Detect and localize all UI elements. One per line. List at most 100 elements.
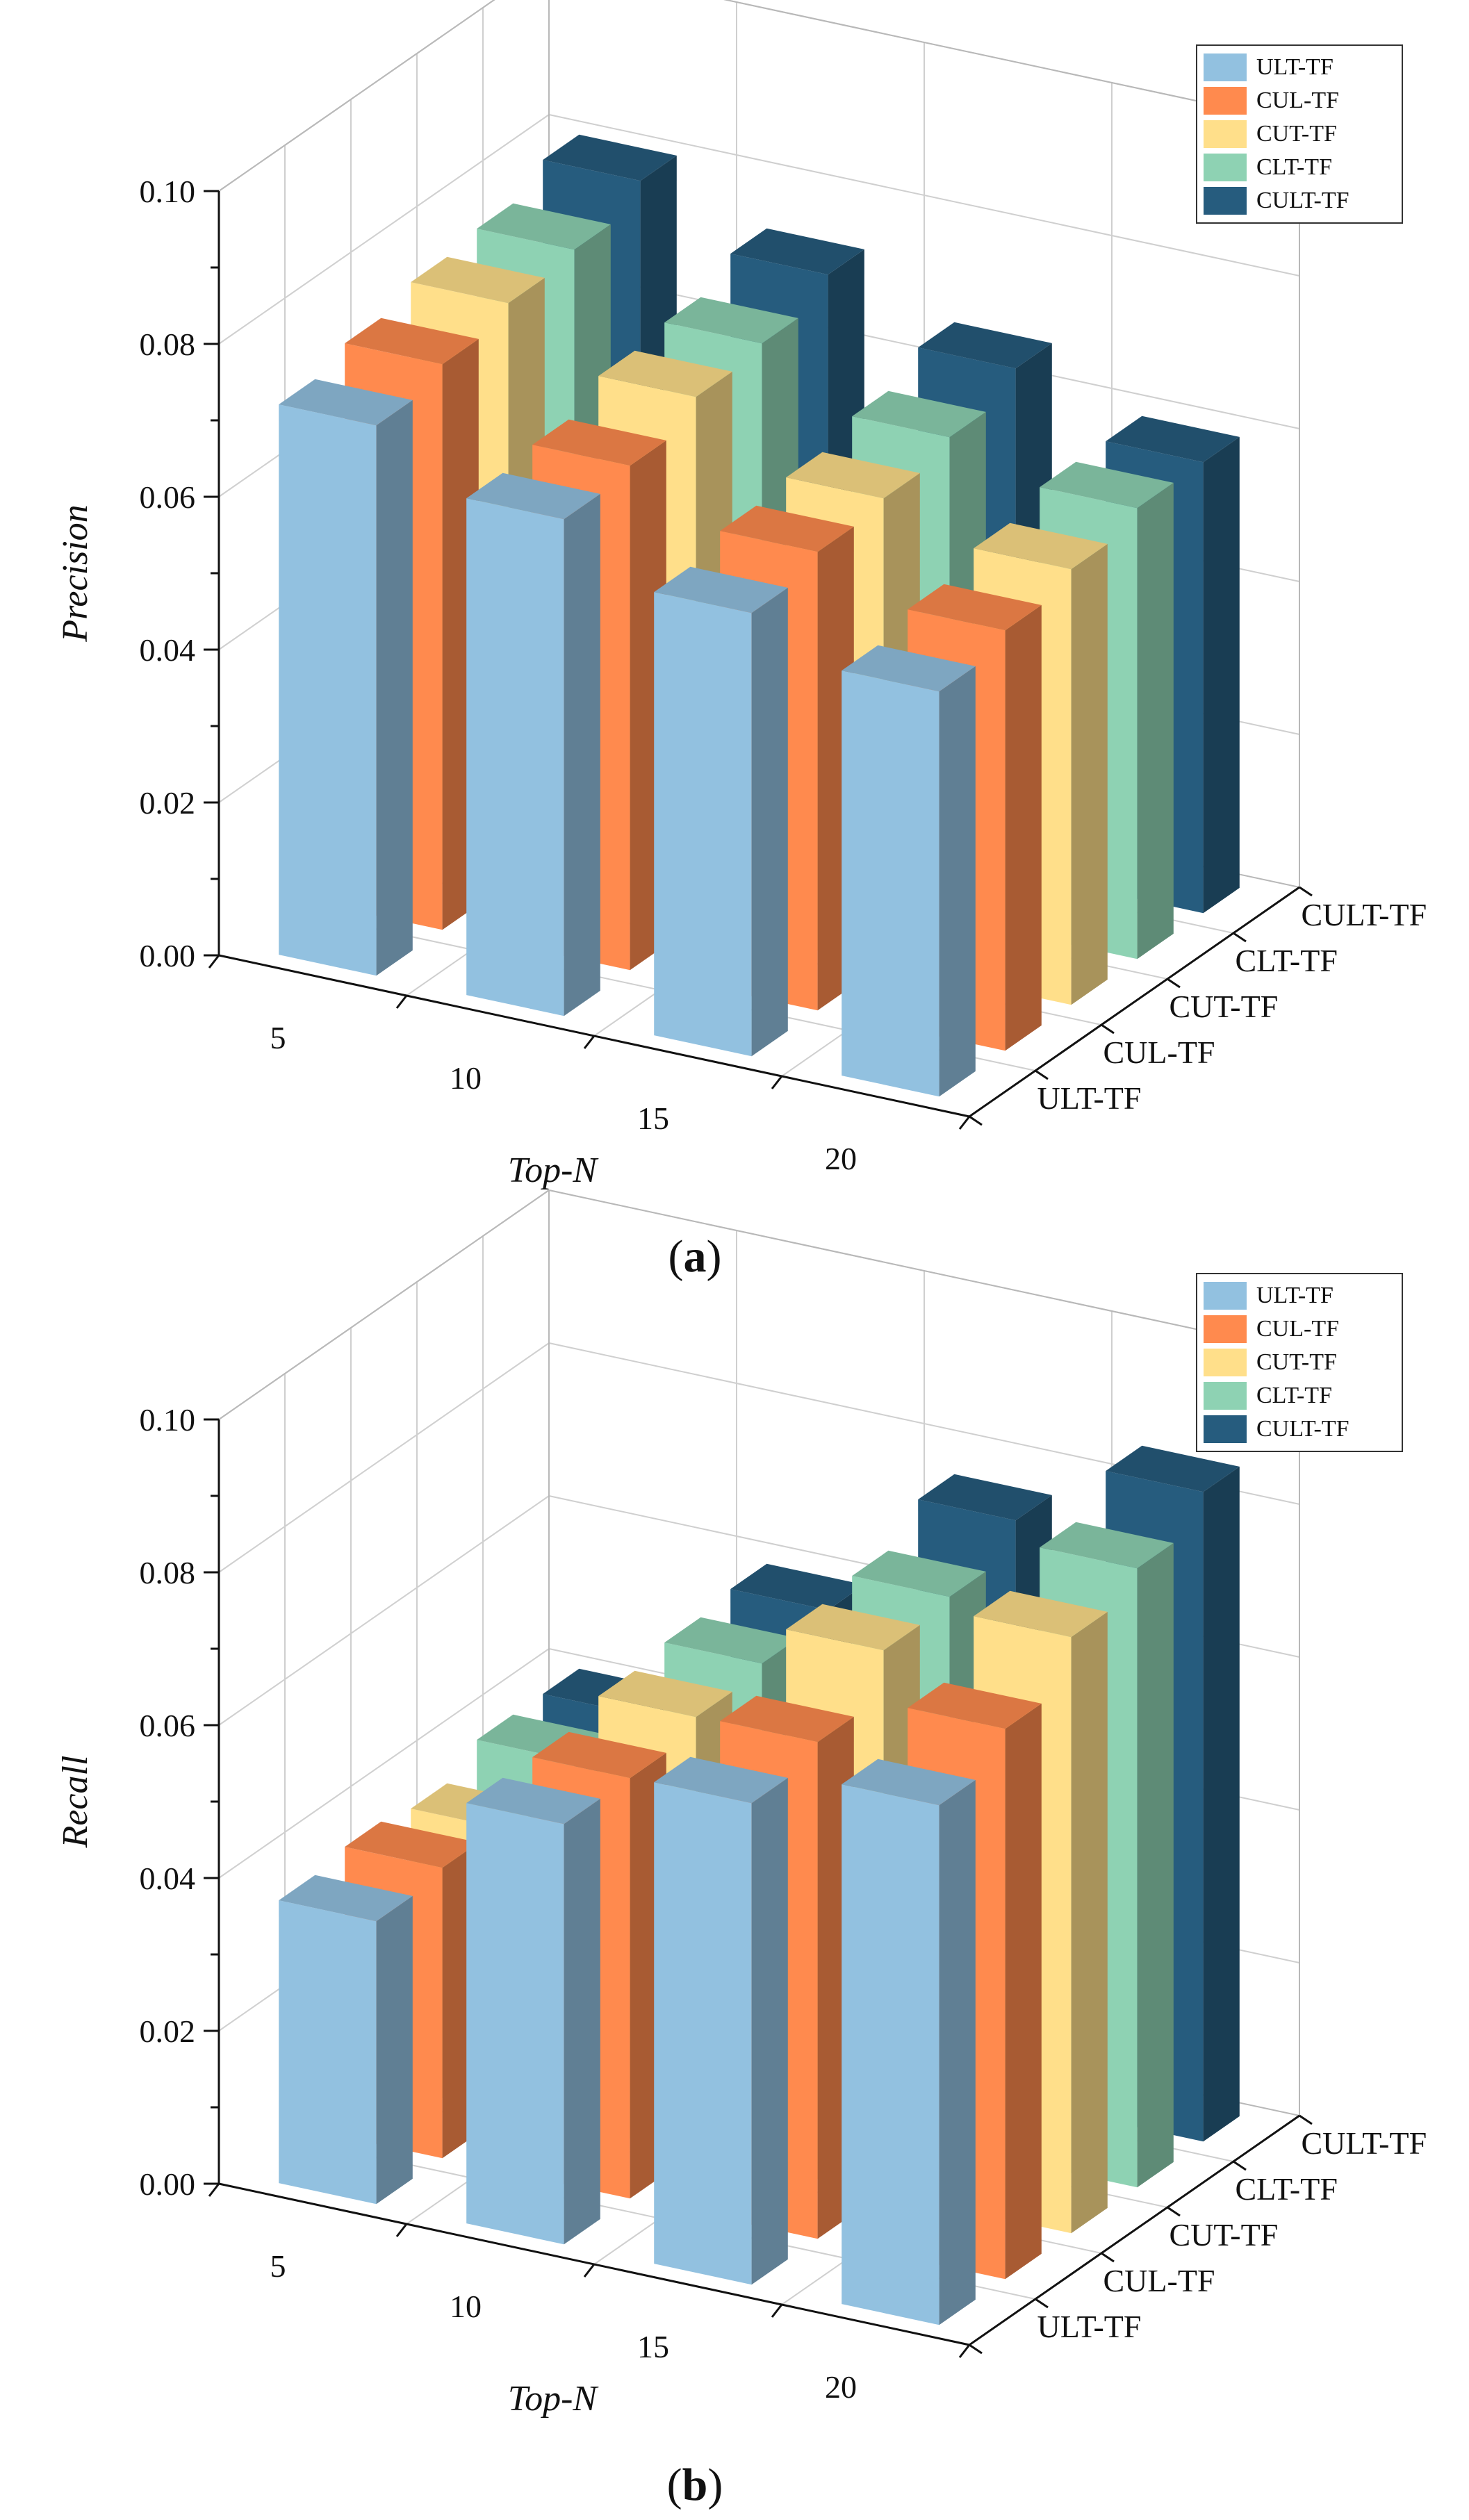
bar-top-face [720, 1695, 854, 1743]
x-tick [583, 1035, 596, 1049]
bar-top-face [543, 134, 677, 181]
z-axis-line [969, 886, 1300, 1118]
legend-label: CULT-TF [1256, 188, 1349, 213]
z-tick-label: CUT-TF [1170, 2217, 1279, 2253]
bar-side-face [564, 1798, 600, 2245]
bar-top-face [852, 390, 986, 438]
z-tick [969, 1115, 983, 1126]
x-tick [208, 955, 220, 969]
legend-label: CUL-TF [1256, 88, 1339, 113]
z-tick [1299, 2114, 1313, 2125]
x-tick-label: 15 [637, 1101, 669, 1136]
legend-swatch [1204, 87, 1247, 115]
bar-side-face [1071, 1611, 1108, 2234]
axes: 0.00 0.02 0.04 0.06 0.08 0.10 Recall 5 10 15 20 Top… [56, 1402, 1427, 2419]
panel-b: 0.00 0.02 0.04 0.06 0.08 0.10 Recall 5 10 15 20 Top… [56, 1189, 1427, 2510]
legend: ULT-TF CUL-TF CUT-TF CLT-TF CULT-TF [1196, 1273, 1403, 1452]
bar-side-face [376, 1895, 413, 2205]
bar-side-face [751, 1777, 788, 2285]
bar-side-face [1137, 482, 1174, 960]
y-tick-label: 0.06 [140, 479, 196, 515]
bars [279, 134, 1240, 1097]
legend-swatch [1204, 154, 1247, 181]
panel-a: 0.00 0.02 0.04 0.06 0.08 0.10 Precision 5 10 15 20… [56, 0, 1427, 1282]
legend-swatch [1204, 187, 1247, 215]
z-tick [1167, 978, 1181, 989]
bar-ULT-TF-20 [842, 645, 976, 1097]
x-axis-title: Top-N [508, 2379, 599, 2419]
legend-item-CUT-TF: CUT-TF [1204, 120, 1337, 148]
bar-top-face [842, 645, 976, 692]
bar-top-face [279, 379, 413, 426]
bar-top-face [345, 318, 479, 365]
y-tick-label: 0.00 [140, 938, 196, 973]
z-tick [1299, 886, 1313, 897]
z-tick-label: CLT-TF [1236, 2171, 1338, 2207]
x-tick [771, 2304, 783, 2318]
z-tick [1233, 932, 1247, 943]
bar-side-face [751, 587, 788, 1057]
legend-item-CULT-TF: CULT-TF [1204, 1415, 1349, 1443]
y-tick-label: 0.06 [140, 1708, 196, 1743]
gridline-y [218, 0, 1300, 192]
z-tick [1035, 1069, 1049, 1080]
legend-item-CLT-TF: CLT-TF [1204, 1382, 1332, 1410]
frame-edge [548, 1189, 1300, 1352]
z-tick-label: CUL-TF [1103, 2263, 1215, 2298]
x-axis-title: Top-N [508, 1151, 599, 1190]
x-tick-label: 15 [637, 2329, 669, 2364]
legend-swatch [1204, 1349, 1247, 1376]
y-tick-label: 0.02 [140, 2013, 196, 2049]
z-tick [1233, 2160, 1247, 2171]
legend-label: CUT-TF [1256, 1349, 1337, 1375]
bar-side-face [1005, 604, 1042, 1051]
panel-label: (a) [668, 1231, 722, 1282]
x-tick-label: 10 [450, 1060, 482, 1096]
bar-side-face [1071, 543, 1108, 1005]
legend-label: CLT-TF [1256, 1383, 1332, 1408]
bar-top-face [974, 1590, 1108, 1638]
y-tick-label: 0.00 [140, 2166, 196, 2202]
bar-top-face [477, 203, 611, 250]
x-tick-label: 20 [825, 2369, 857, 2405]
z-tick [1035, 2298, 1049, 2309]
bar-top-face [664, 1617, 798, 1664]
bar-front-face [842, 670, 939, 1097]
y-tick-label: 0.02 [140, 785, 196, 821]
z-tick [1101, 1023, 1115, 1035]
z-tick-label: CULT-TF [1302, 897, 1427, 932]
bar-top-face [532, 1731, 666, 1779]
bar-top-face [345, 1821, 479, 1868]
legend-item-CLT-TF: CLT-TF [1204, 154, 1332, 181]
x-tick-label: 10 [450, 2289, 482, 2324]
x-tick [958, 1116, 971, 1130]
x-tick [208, 2183, 220, 2197]
bar-front-face [654, 1782, 752, 2285]
bar-top-face [852, 1550, 986, 1597]
axes: 0.00 0.02 0.04 0.06 0.08 0.10 Precision 5 10 15 20… [56, 174, 1427, 1190]
bar-ULT-TF-20 [842, 1759, 976, 2325]
y-tick-label: 0.04 [140, 1861, 196, 1896]
frame-edge [723, 0, 1300, 124]
legend-item-CUT-TF: CUT-TF [1204, 1349, 1337, 1376]
bar-side-face [939, 666, 976, 1097]
bar-top-face [1040, 1522, 1174, 1569]
legend-swatch [1204, 1315, 1247, 1343]
y-axis-title: Precision [56, 504, 95, 642]
x-tick [583, 2264, 596, 2278]
bar-top-face [786, 1604, 920, 1651]
bar-front-face [466, 498, 564, 1016]
bar-side-face [376, 400, 413, 976]
bar-front-face [654, 592, 752, 1057]
bar-side-face [1005, 1703, 1042, 2280]
bar-top-face [908, 1682, 1042, 1729]
x-tick-label: 5 [270, 1020, 286, 1055]
bar-top-face [598, 1670, 732, 1718]
legend-swatch [1204, 1382, 1247, 1410]
bar-ULT-TF-10 [466, 472, 600, 1016]
y-tick-label: 0.08 [140, 1555, 196, 1590]
z-tick-label: ULT-TF [1037, 1080, 1142, 1116]
bar-ULT-TF-5 [279, 1875, 413, 2205]
x-tick [395, 995, 408, 1009]
